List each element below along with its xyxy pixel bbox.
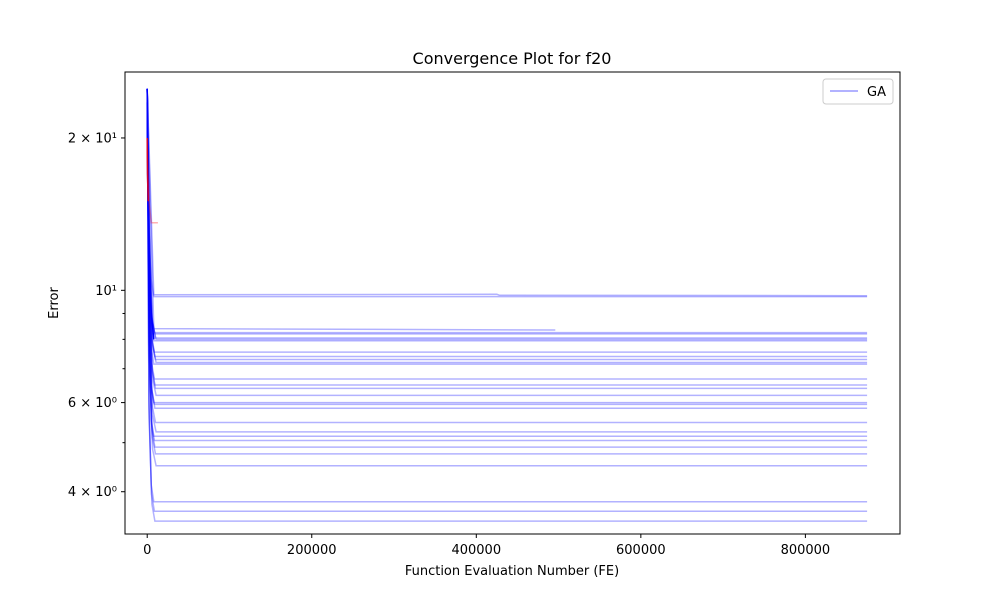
legend: GA — [822, 78, 894, 105]
ga-run-line — [146, 88, 868, 298]
y-tick-label: 2 × 10¹ — [68, 131, 117, 146]
x-tick-label: 400000 — [451, 543, 501, 558]
y-axis-ticks: 4 × 10⁰ 6 × 10⁰ 10¹ 2 × 10¹ — [68, 131, 125, 500]
plot-lines — [146, 88, 868, 522]
y-axis-label: Error — [47, 287, 62, 319]
x-tick-label: 600000 — [616, 543, 666, 558]
highlight-run-line — [146, 137, 149, 202]
axes-frame — [124, 71, 901, 535]
chart-title: Convergence Plot for f20 — [413, 49, 612, 68]
ga-run-line — [146, 88, 868, 297]
ga-run-line — [146, 88, 868, 503]
ga-run-line — [146, 88, 556, 331]
x-tick-label: 800000 — [781, 543, 831, 558]
legend-box — [822, 78, 894, 105]
y-tick-label: 4 × 10⁰ — [68, 485, 117, 500]
ga-run-line — [146, 88, 868, 467]
y-tick-label: 6 × 10⁰ — [68, 396, 117, 411]
x-tick-label: 200000 — [287, 543, 337, 558]
ga-run-line — [146, 88, 868, 522]
x-axis-ticks: 0 200000 400000 600000 800000 — [143, 534, 830, 558]
highlight-run-line — [146, 149, 158, 224]
legend-label-ga: GA — [867, 85, 886, 100]
x-tick-label: 0 — [143, 543, 151, 558]
ga-run-line — [146, 88, 868, 512]
x-axis-label: Function Evaluation Number (FE) — [405, 564, 619, 579]
y-tick-label: 10¹ — [95, 284, 117, 299]
